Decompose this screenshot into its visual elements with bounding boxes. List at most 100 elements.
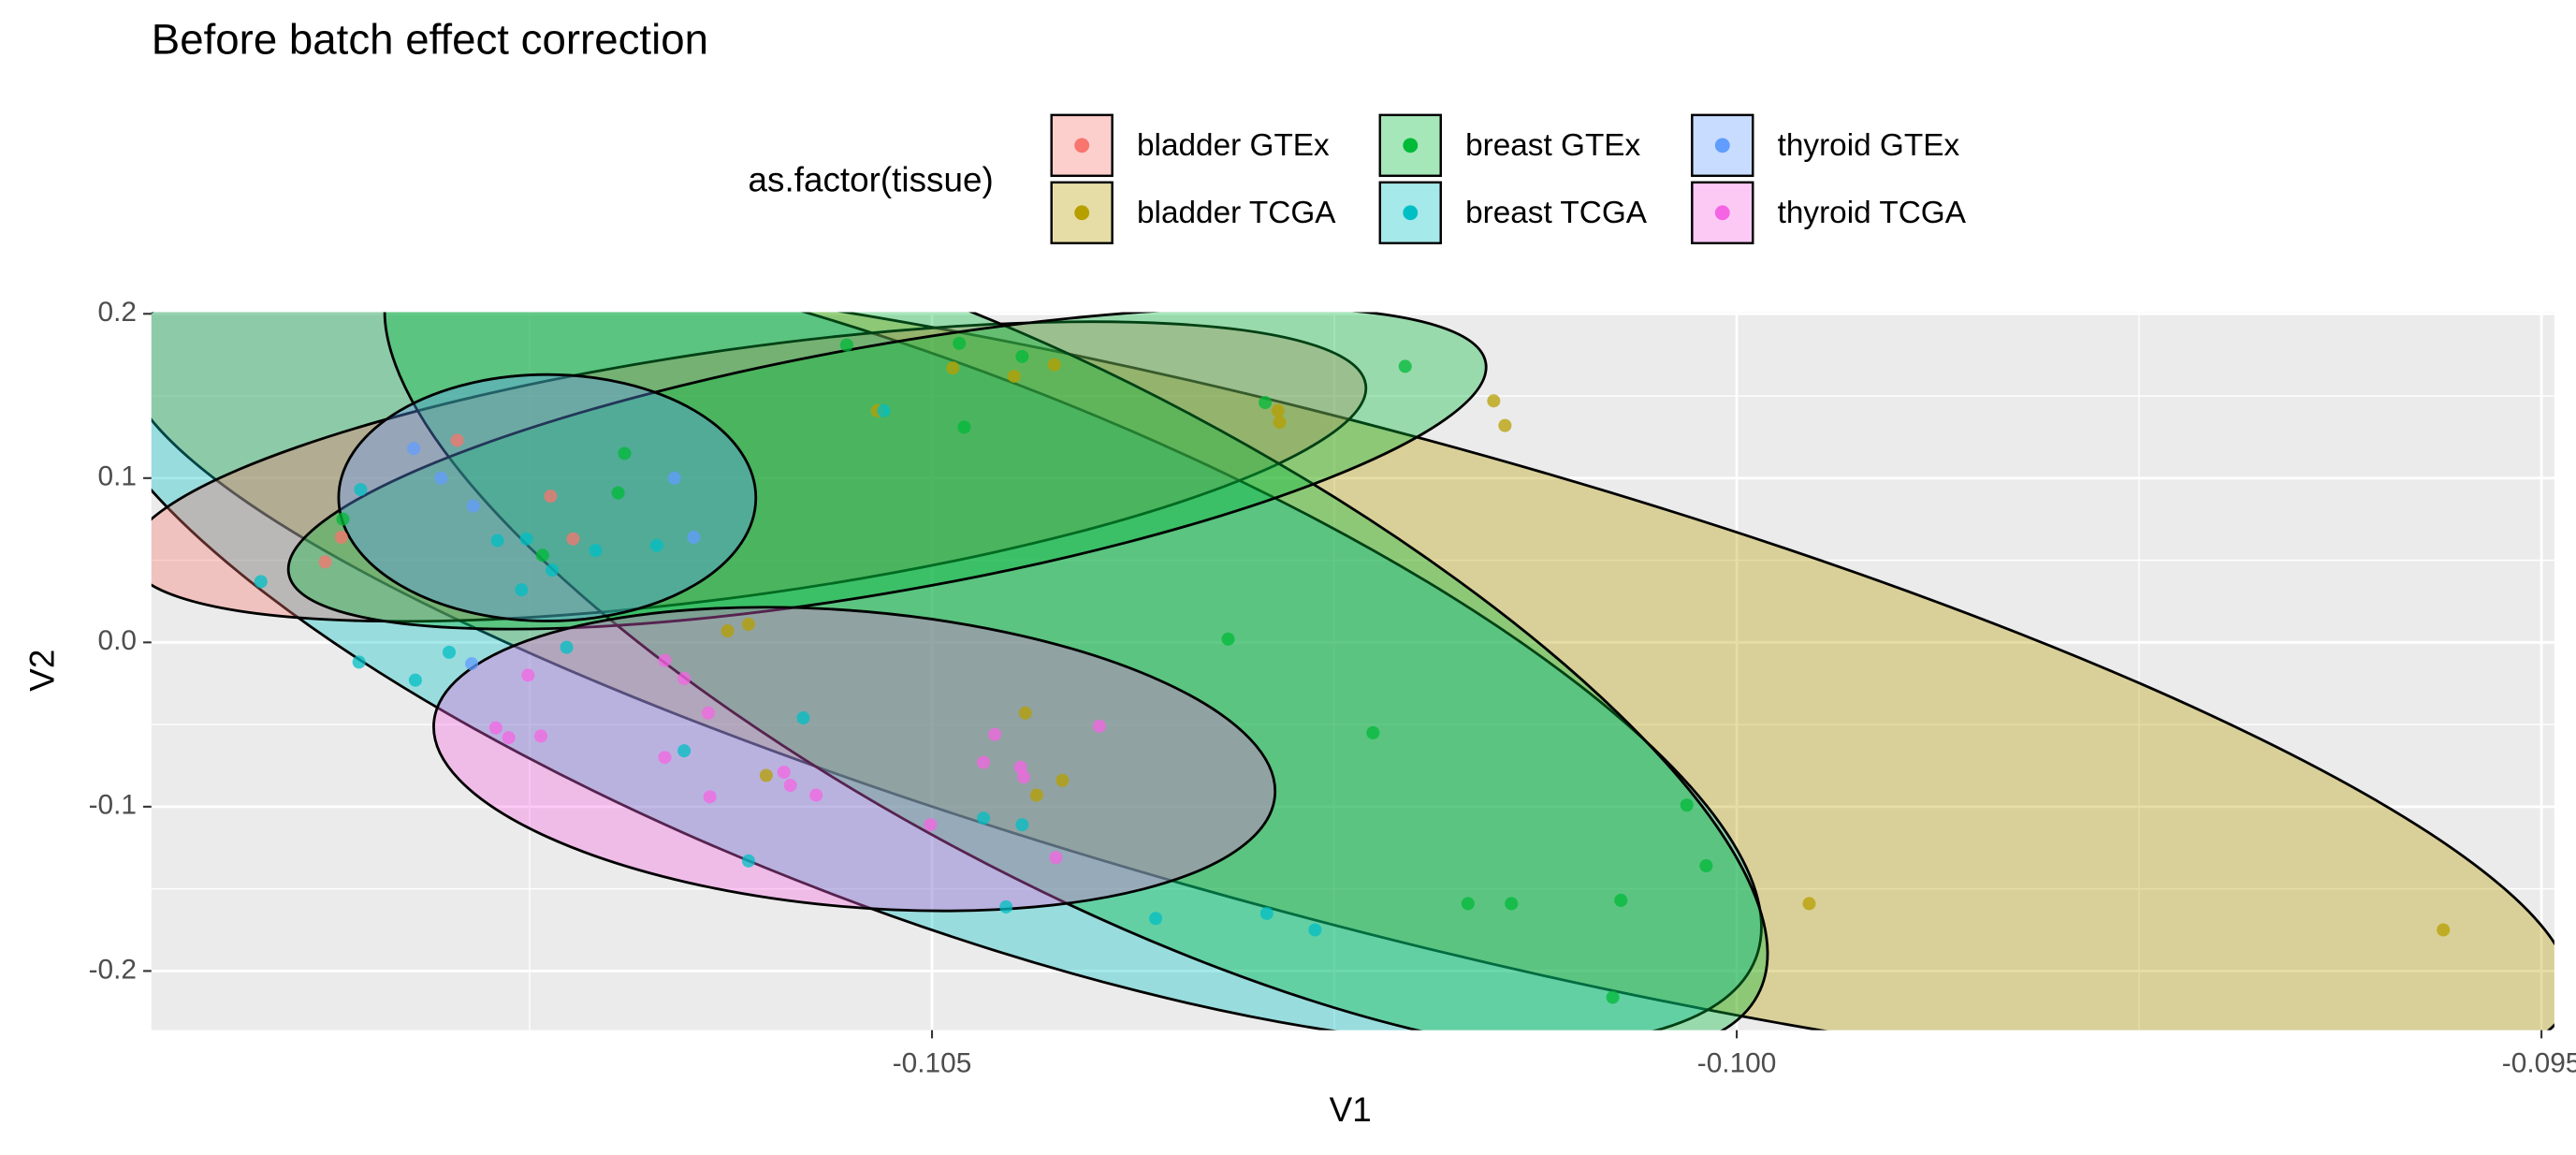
point [1273, 416, 1287, 430]
points [254, 336, 2451, 1004]
ellipse [286, 312, 1488, 631]
point [352, 655, 366, 669]
y-tick-label: 0.2 [98, 297, 137, 328]
point [720, 624, 735, 638]
y-tick-label: -0.1 [89, 790, 137, 821]
point [667, 471, 681, 485]
y-tick-label: 0.1 [98, 461, 137, 492]
point [701, 706, 715, 720]
ellipse [151, 312, 2554, 1031]
point [535, 548, 549, 563]
point [589, 544, 603, 558]
point [1049, 851, 1063, 865]
point [839, 338, 853, 352]
point [1461, 897, 1475, 911]
point [796, 711, 810, 725]
point [977, 755, 991, 769]
axes: -0.105 -0.100 -0.095 -0.2 -0.1 0.0 0.1 0.2 [89, 297, 2576, 1078]
point [677, 671, 691, 685]
point [254, 575, 268, 589]
point [1614, 893, 1628, 907]
point [658, 653, 672, 667]
legend-label: breast TCGA [1465, 196, 1648, 230]
point [759, 768, 773, 782]
x-tick-label: -0.100 [1697, 1047, 1777, 1078]
point [2437, 923, 2451, 937]
point [560, 640, 574, 654]
legend-label: bladder GTEx [1137, 128, 1330, 163]
point [502, 731, 516, 745]
ellipses [151, 312, 2554, 1031]
point [999, 899, 1013, 914]
point [1029, 788, 1043, 802]
point [809, 788, 823, 802]
point [953, 336, 967, 350]
point [1366, 725, 1380, 739]
point [488, 721, 502, 735]
point [1092, 719, 1106, 733]
legend-label: thyroid GTEx [1778, 128, 1960, 163]
y-tick-label: 0.0 [98, 625, 137, 656]
point [1149, 912, 1163, 926]
point [1699, 859, 1713, 873]
point [1487, 394, 1501, 408]
point [534, 729, 548, 743]
legend-label: bladder TCGA [1137, 196, 1336, 230]
legend-dot [1403, 138, 1419, 154]
point [544, 490, 558, 504]
point [1680, 798, 1694, 812]
legend-dot [1074, 138, 1090, 154]
point [741, 854, 755, 868]
x-axis-label: V1 [1330, 1090, 1372, 1129]
point [1259, 396, 1273, 410]
point [1015, 818, 1029, 832]
legend-label: thyroid TCGA [1778, 196, 1967, 230]
point [1055, 773, 1070, 787]
legend: bladder GTEx bladder TCGA breast GTEx breas… [1050, 113, 1967, 245]
point [442, 645, 457, 659]
point [1498, 418, 1512, 432]
point [465, 657, 479, 671]
point [618, 446, 632, 461]
y-tick-label: -0.2 [89, 954, 137, 985]
point [1398, 359, 1412, 373]
point [1259, 906, 1273, 920]
point [521, 668, 535, 682]
legend-title: as.factor(tissue) [749, 161, 994, 199]
point [546, 563, 560, 578]
point [977, 811, 991, 826]
point [703, 790, 717, 804]
point [1018, 706, 1032, 720]
x-tick-label: -0.095 [2502, 1047, 2576, 1078]
point [877, 403, 891, 417]
point [1013, 760, 1027, 774]
legend-dot [1403, 205, 1419, 221]
point [957, 420, 971, 434]
point [924, 818, 938, 832]
chart-title: Before batch effect correction [152, 16, 708, 64]
point [407, 442, 421, 456]
ellipse [151, 320, 1368, 623]
ellipse [383, 312, 1769, 1031]
point [1221, 632, 1235, 646]
point [988, 727, 1002, 741]
y-axis-label: V2 [22, 650, 61, 692]
point [946, 361, 960, 375]
point [741, 618, 755, 632]
point [783, 779, 797, 793]
legend-key [1050, 181, 1113, 245]
x-tick-label: -0.105 [893, 1047, 972, 1078]
point [1015, 349, 1029, 363]
point [611, 486, 625, 500]
point [687, 530, 701, 545]
point [490, 534, 504, 548]
legend-label: breast GTEx [1465, 128, 1640, 163]
point [1271, 403, 1285, 417]
point [777, 765, 791, 780]
point [1017, 770, 1031, 784]
point [658, 751, 672, 765]
ellipse [151, 312, 1763, 1031]
point [1505, 897, 1519, 911]
